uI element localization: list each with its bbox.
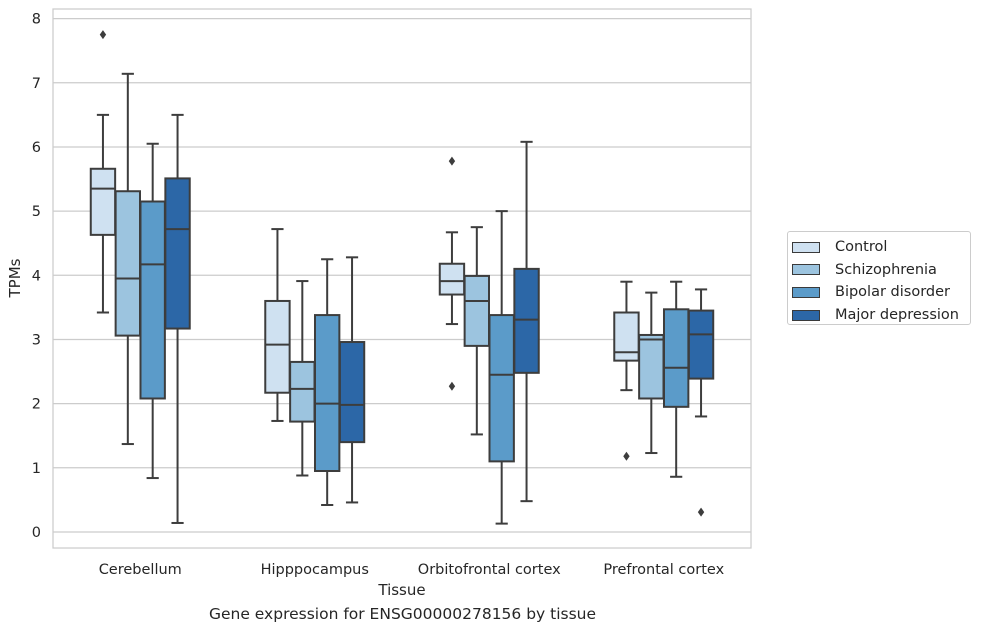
box-control (89, 30, 117, 314)
iqr-box (687, 309, 715, 380)
y-tick-label: 8 (32, 12, 41, 28)
chart-caption: Gene expression for ENSG00000278156 by t… (208, 605, 597, 623)
box-bipolar-disorder (662, 280, 690, 478)
legend-label: Schizophrenia (835, 261, 937, 278)
legend-swatch (792, 241, 820, 253)
gridlines (53, 18, 751, 533)
x-tick-label: Orbitofrontal cortex (418, 562, 561, 578)
legend: Control Schizophrenia Bipolar disorder M… (787, 231, 971, 325)
box-major-depression (164, 113, 191, 524)
box-control (438, 156, 466, 391)
box-schizophrenia (114, 72, 142, 446)
y-tick-label: 1 (32, 461, 41, 477)
box-major-depression (338, 256, 366, 504)
y-tick-label: 2 (32, 397, 41, 413)
box-schizophrenia (289, 280, 316, 477)
y-tick-label: 5 (32, 204, 41, 220)
outlier-point (448, 381, 456, 391)
y-tick-label: 7 (32, 76, 41, 92)
iqr-box (89, 167, 117, 236)
legend-label: Bipolar disorder (835, 284, 950, 301)
legend-swatch (792, 264, 820, 276)
iqr-box (513, 267, 540, 374)
iqr-box (114, 190, 142, 337)
y-tick-labels: 0 1 2 3 4 5 6 7 8 (32, 12, 41, 541)
iqr-box (488, 314, 515, 463)
x-tick-label: Prefrontal cortex (603, 562, 724, 578)
y-tick-label: 4 (32, 268, 41, 284)
x-tick-labels: Cerebellum Hipppocampus Orbitofrontal cort… (99, 562, 725, 578)
iqr-box (139, 200, 166, 400)
iqr-box (313, 314, 341, 473)
iqr-box (264, 299, 291, 394)
y-tick-label: 6 (32, 140, 41, 156)
legend-swatch (792, 286, 820, 298)
iqr-box (338, 341, 366, 444)
box-major-depression (687, 288, 715, 517)
outlier-point (448, 156, 456, 166)
legend-label: Major depression (835, 307, 959, 324)
outlier-point (623, 451, 630, 461)
iqr-box (613, 311, 640, 362)
box-schizophrenia (638, 291, 665, 455)
outlier-point (99, 30, 107, 40)
box-groups (89, 30, 715, 525)
iqr-box (463, 274, 491, 347)
legend-swatch (792, 309, 820, 321)
y-axis-label: TPMs (6, 258, 24, 298)
iqr-box (638, 333, 665, 400)
box-bipolar-disorder (488, 210, 515, 525)
outlier-point (697, 507, 705, 517)
legend-item-control: Control (792, 236, 970, 259)
iqr-box (662, 308, 690, 408)
y-tick-label: 3 (32, 332, 41, 348)
iqr-box (289, 360, 316, 423)
box-major-depression (513, 140, 540, 503)
box-control (264, 228, 291, 422)
x-axis-label: Tissue (377, 581, 425, 599)
legend-item-schizophrenia: Schizophrenia (792, 259, 970, 282)
legend-item-bipolar-disorder: Bipolar disorder (792, 281, 970, 304)
iqr-box (438, 262, 466, 296)
y-tick-label: 0 (32, 525, 41, 541)
x-tick-label: Hipppocampus (261, 562, 369, 578)
box-schizophrenia (463, 226, 491, 436)
iqr-box (164, 177, 191, 330)
legend-label: Control (835, 239, 888, 256)
legend-item-major-depression: Major depression (792, 304, 970, 327)
x-tick-label: Cerebellum (99, 562, 182, 578)
